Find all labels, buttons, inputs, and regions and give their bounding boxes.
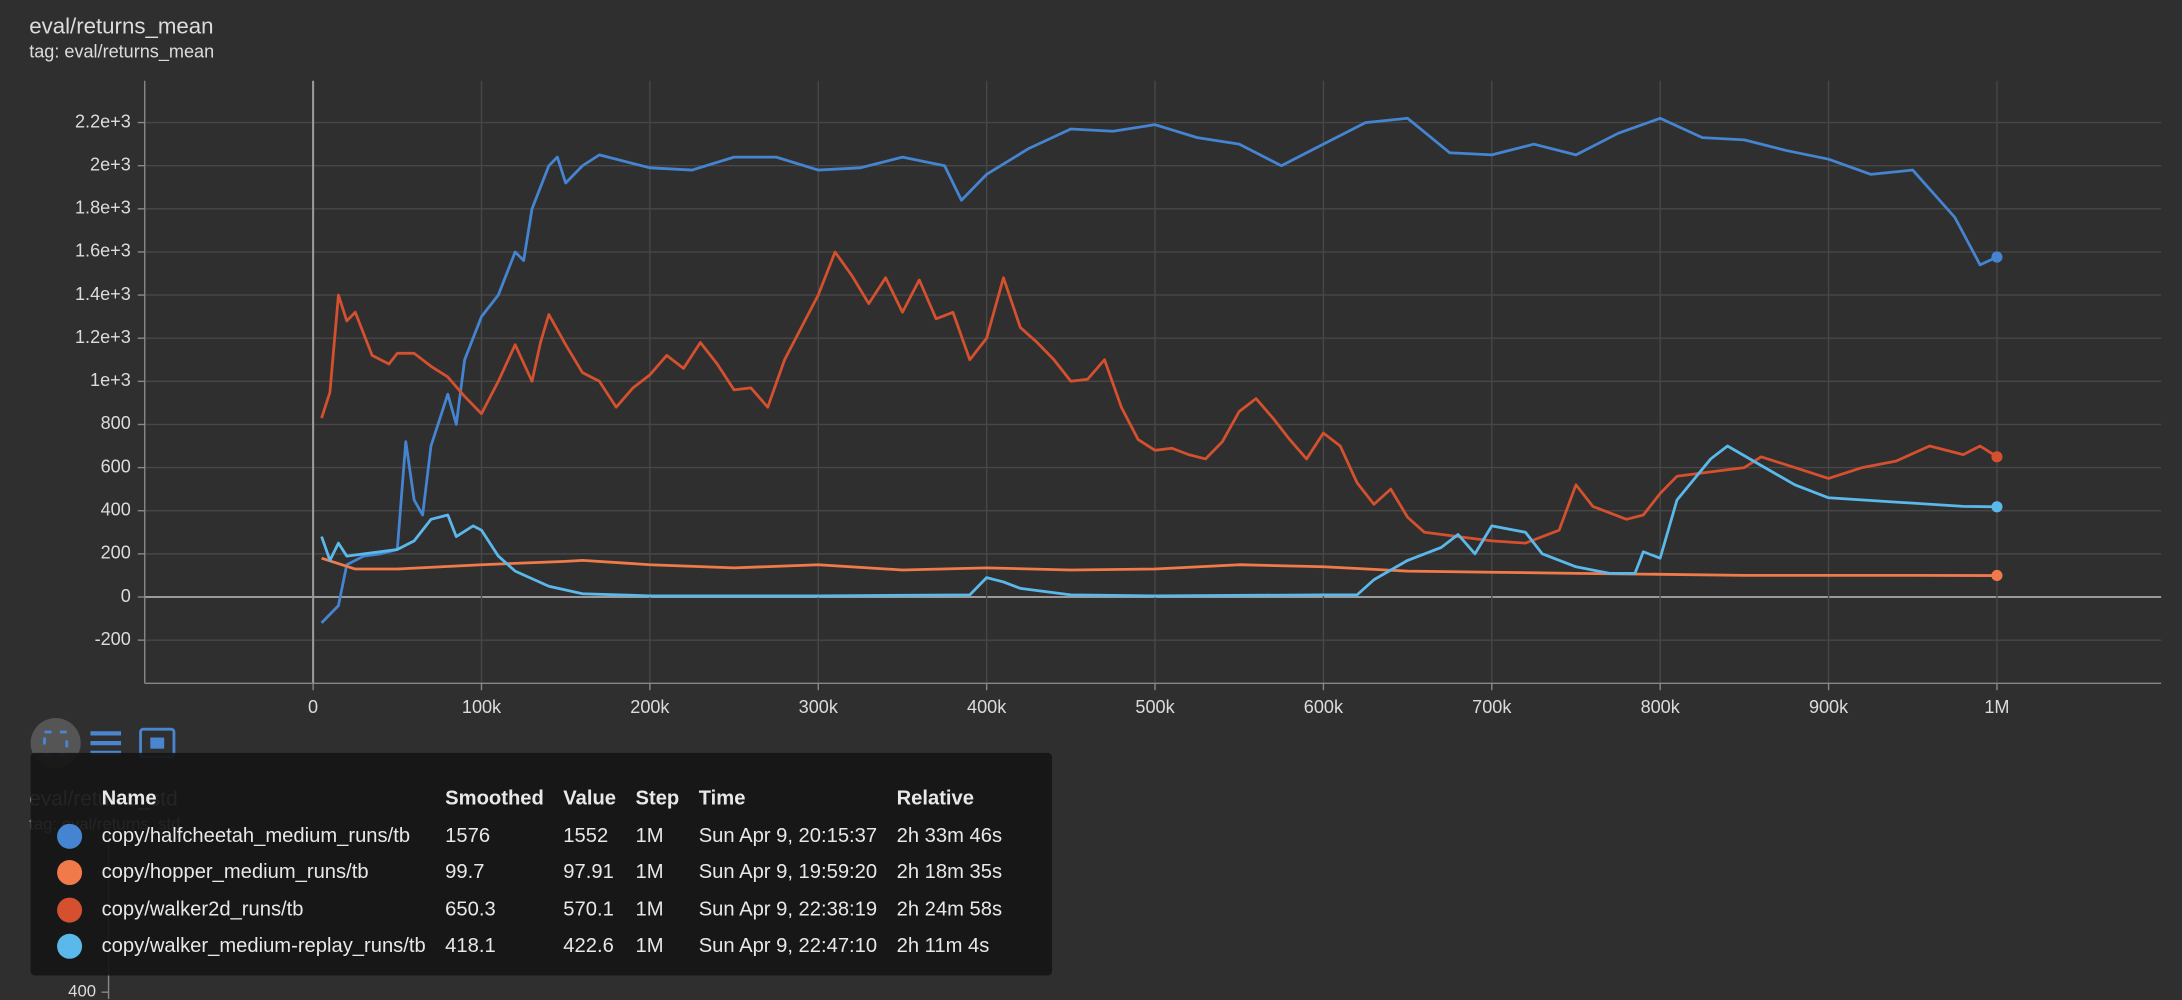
y-tick-label: 600 — [101, 456, 131, 476]
legend-dot — [57, 934, 83, 960]
y-tick-label: 200 — [101, 543, 131, 563]
series-line — [320, 444, 1997, 598]
series-line — [320, 250, 1998, 545]
tooltip-cell: 2h 24m 58s — [896, 898, 1003, 921]
tooltip-column: Relative — [896, 787, 974, 811]
x-tick-label: 600k — [1304, 697, 1344, 717]
tooltip-column: Value — [563, 787, 617, 811]
end-marker — [1991, 251, 2003, 263]
tooltip-cell — [47, 854, 92, 891]
tooltip-cell: 99.7 — [445, 861, 485, 885]
expand-icon — [150, 737, 165, 749]
end-marker — [1991, 569, 2003, 582]
tooltip-cell: 1M — [635, 824, 664, 848]
x-tick-label: 700k — [1472, 697, 1512, 717]
series-line — [320, 116, 1998, 624]
tooltip-name: copy/halfcheetah_medium_runs/tb — [101, 824, 411, 848]
tooltip-cell: 650.3 — [445, 898, 496, 921]
x-tick-label: 100k — [462, 697, 502, 717]
tooltip-cell: 1M — [635, 898, 664, 921]
tooltip-cell: 422.6 — [563, 935, 614, 958]
tooltip-column: Time — [698, 787, 746, 811]
y-tick-label: 2e+3 — [90, 154, 131, 174]
tooltip-row: copy/walker_medium-replay_runs/tb 418.1 42… — [47, 928, 1011, 965]
x-tick-label: 800k — [1641, 697, 1681, 717]
chart-title: eval/returns_mean — [29, 14, 213, 39]
tooltip-column — [47, 781, 92, 818]
tooltip-header: Name Smoothed Value Step Time Relative — [47, 781, 1011, 818]
y-tick-label: 1.2e+3 — [75, 327, 131, 347]
tooltip-row: copy/halfcheetah_medium_runs/tb 1576 1552 1… — [47, 818, 1011, 855]
tooltip-name: copy/hopper_medium_runs/tb — [101, 861, 369, 885]
y-tick-label: 800 — [101, 413, 131, 433]
y-tick-label: 1.8e+3 — [75, 198, 131, 218]
x-tick-label: 0 — [308, 697, 318, 717]
tooltip-cell: 1576 — [445, 824, 491, 848]
tooltip-cell: 1M — [635, 935, 664, 958]
list-button[interactable] — [90, 731, 122, 755]
tooltip-name: copy/walker2d_runs/tb — [101, 898, 304, 921]
tooltip-cell — [47, 891, 92, 928]
x-tick-label: 200k — [630, 697, 670, 717]
y-tick-label: 1e+3 — [90, 370, 131, 390]
tooltip-column: Name — [101, 787, 157, 811]
x-tick-label: 300k — [799, 697, 839, 717]
tooltip-cell: Sun Apr 9, 19:59:20 — [698, 861, 878, 885]
chart-subtitle: tag: eval/returns_mean — [29, 42, 214, 63]
tooltip-cell: 1M — [635, 861, 664, 885]
series-line — [321, 556, 1997, 577]
y-tick-label: 1.6e+3 — [75, 241, 131, 261]
end-marker — [1991, 501, 2003, 513]
legend-dot — [57, 897, 83, 923]
tooltip-cell: 2h 33m 46s — [896, 824, 1003, 848]
tooltip-column: Step — [635, 787, 680, 811]
end-marker — [1991, 451, 2003, 463]
y-tick-label: -200 — [95, 629, 131, 649]
tooltip-cell — [47, 928, 92, 965]
tooltip-cell — [47, 818, 92, 855]
x-tick-label: 500k — [1135, 697, 1175, 717]
tooltip-cell: 2h 18m 35s — [896, 861, 1003, 885]
x-tick-label: 400k — [967, 697, 1007, 717]
tooltip-cell: 570.1 — [563, 898, 614, 921]
fit-icon — [43, 730, 69, 756]
y-tick-label: 400 — [101, 500, 131, 520]
y-tick-label: 400 — [68, 982, 96, 1000]
legend-dot — [57, 823, 83, 849]
x-tick-label: 1M — [1984, 697, 2009, 717]
tooltip-cell: 418.1 — [445, 935, 496, 958]
tooltip-name: copy/walker_medium-replay_runs/tb — [101, 935, 426, 958]
y-tick-label: 0 — [121, 586, 131, 606]
tooltip: Name Smoothed Value Step Time Relative copy/ha… — [30, 752, 1053, 976]
tooltip-table: Name Smoothed Value Step Time Relative copy/ha… — [47, 781, 1011, 965]
tooltip-cell: Sun Apr 9, 20:15:37 — [698, 824, 878, 848]
tooltip-cell: Sun Apr 9, 22:38:19 — [698, 898, 878, 921]
tooltip-cell: 1552 — [563, 824, 609, 848]
tooltip-row: copy/walker2d_runs/tb 650.3 570.1 1M Sun Apr… — [47, 891, 1011, 928]
tooltip-row: copy/hopper_medium_runs/tb 99.7 97.91 1M Sun… — [47, 854, 1011, 891]
tooltip-cell: Sun Apr 9, 22:47:10 — [698, 935, 878, 958]
tooltip-column: Smoothed — [445, 787, 544, 811]
legend-dot — [57, 860, 83, 886]
tooltip-cell: 2h 11m 4s — [896, 935, 990, 958]
y-tick-label: 2.2e+3 — [75, 111, 131, 131]
tooltip-cell: 97.91 — [563, 861, 614, 885]
y-tick-label: 1.4e+3 — [75, 284, 131, 304]
x-tick-label: 900k — [1809, 697, 1849, 717]
